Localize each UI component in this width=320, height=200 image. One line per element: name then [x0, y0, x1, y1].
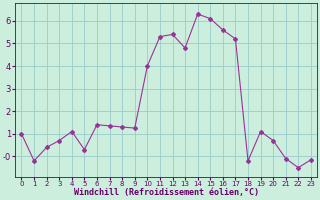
X-axis label: Windchill (Refroidissement éolien,°C): Windchill (Refroidissement éolien,°C) — [74, 188, 259, 197]
